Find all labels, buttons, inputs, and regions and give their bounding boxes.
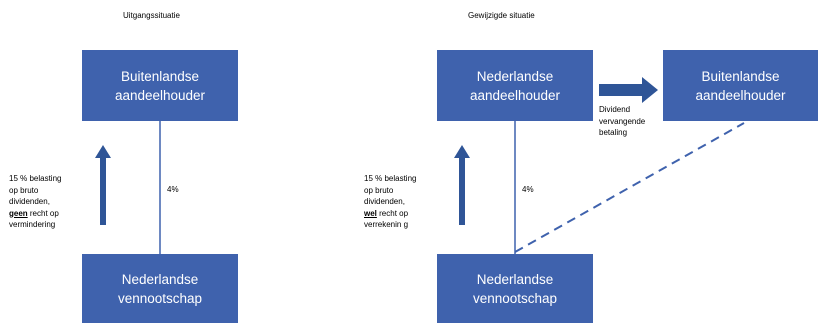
note-line: verrekenin g	[364, 220, 409, 229]
box-line: Buitenlandse	[701, 68, 780, 84]
left-dutch-company-box: Nederlandse vennootschap	[82, 254, 238, 323]
note-line: dividenden,	[364, 197, 405, 206]
box-line: Nederlandse	[476, 271, 554, 287]
box-line: vennootschap	[117, 290, 203, 306]
box-line: aandeelhouder	[469, 87, 561, 103]
note-line: 15 % belasting	[364, 174, 417, 183]
box-line: aandeelhouder	[695, 87, 786, 103]
note-line: 15 % belasting	[9, 174, 62, 183]
note-emphasis: geen	[9, 208, 28, 218]
note-rest: recht op	[27, 208, 59, 218]
right-dutch-shareholder-box: Nederlandse aandeelhouder	[437, 50, 593, 121]
note-rest: recht op	[376, 208, 409, 218]
note-line: op bruto	[9, 185, 39, 195]
label-line: vervangende	[599, 116, 646, 126]
note-line: wel recht op	[364, 208, 416, 220]
left-percentage: 4%	[167, 185, 179, 194]
note-line: dividenden,	[9, 197, 50, 206]
right-tax-arrow	[454, 145, 470, 225]
dashed-line	[514, 122, 745, 253]
right-title: Gewijzigde situatie	[468, 11, 535, 20]
right-percentage: 4%	[522, 185, 534, 194]
note-line: geen recht op	[9, 208, 61, 220]
left-tax-arrow	[95, 145, 111, 225]
right-foreign-shareholder-box: Buitenlandse aandeelhouder	[663, 50, 818, 121]
box-line: Buitenlandse	[120, 68, 200, 84]
box-line: aandeelhouder	[114, 87, 206, 103]
left-foreign-shareholder-box: Buitenlandse aandeelhouder	[82, 50, 238, 121]
payment-label: Dividend vervangende betaling	[599, 104, 645, 139]
note-line: op bruto	[364, 185, 394, 195]
label-line: Dividend	[599, 105, 631, 114]
box-line: Nederlandse	[121, 271, 199, 287]
note-emphasis: wel	[364, 208, 377, 218]
note-line: vermindering	[9, 220, 56, 229]
box-line: Nederlandse	[476, 68, 554, 84]
right-tax-note: 15 % belasting op bruto dividenden, wel …	[364, 173, 416, 231]
box-line: vennootschap	[472, 290, 558, 306]
left-tax-note: 15 % belasting op bruto dividenden, geen…	[9, 173, 61, 231]
right-dutch-company-box: Nederlandse vennootschap	[437, 254, 593, 323]
label-line: betaling	[599, 128, 628, 137]
left-title: Uitgangssituatie	[123, 11, 180, 20]
payment-arrow	[599, 77, 658, 103]
